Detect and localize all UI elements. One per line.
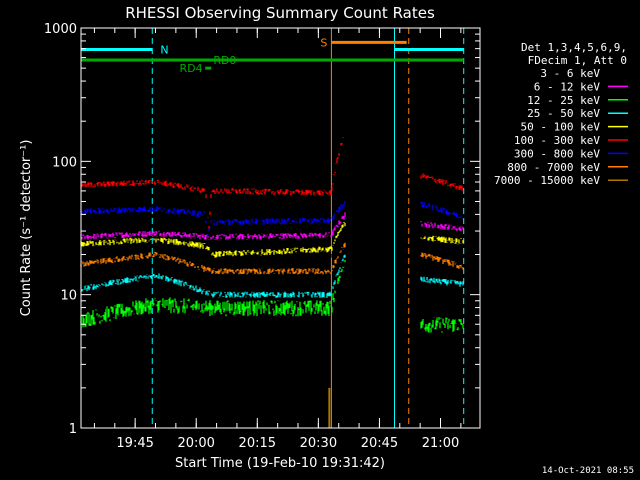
legend-header: FDecim 1, Att 0: [528, 54, 627, 67]
series-4: [80, 222, 464, 258]
x-tick-label: 20:15: [239, 436, 276, 451]
annotation-label: RD0: [213, 54, 236, 67]
series-5: [80, 137, 464, 230]
series-6: [80, 201, 464, 236]
series-1: [80, 212, 464, 241]
timestamp-footer: 14-Oct-2021 08:55: [541, 466, 634, 476]
series-segment: [420, 221, 464, 232]
series-segment: [420, 317, 464, 333]
series-segment: [80, 254, 346, 298]
series-segment: [420, 173, 464, 192]
y-tick-label: 100: [52, 155, 77, 170]
legend-label: 100 - 300 keV: [514, 134, 600, 147]
x-tick-label: 20:30: [300, 436, 337, 451]
legend: Det 1,3,4,5,6,9,FDecim 1, Att 03 - 6 keV…: [494, 41, 628, 187]
series-segment: [420, 252, 464, 270]
y-axis-label: Count Rate (s⁻¹ detector⁻¹): [19, 140, 34, 317]
series-segment: [80, 242, 346, 275]
x-axis-label: Start Time (19-Feb-10 19:31:42): [175, 456, 385, 471]
series-7: [80, 242, 464, 275]
annotation-label: N: [160, 43, 168, 56]
legend-label: 3 - 6 keV: [540, 67, 600, 80]
series-segment: [80, 212, 346, 241]
legend-header: Det 1,3,4,5,6,9,: [521, 41, 627, 54]
series-segment: [80, 201, 346, 236]
x-tick-label: 20:00: [177, 436, 214, 451]
series-segment: [420, 235, 464, 245]
legend-label: 800 - 7000 keV: [507, 161, 600, 174]
annotation-label: RD4: [180, 62, 203, 75]
plot-area: N S RD0 RD4: [80, 28, 465, 428]
series-0: [80, 226, 464, 258]
series-2: [80, 259, 464, 333]
x-tick-label: 19:45: [116, 436, 153, 451]
series-segment: [420, 276, 464, 287]
legend-label: 25 - 50 keV: [527, 107, 600, 120]
series-segment: [420, 201, 464, 220]
annotation-label: S: [320, 36, 327, 49]
y-tick-label: 10: [60, 289, 77, 304]
x-tick-label: 21:00: [422, 436, 459, 451]
legend-label: 6 - 12 keV: [534, 80, 601, 93]
axes: 1 10 100 1000 19:45 20:00 20:15 20:30 20:45 21:00: [44, 22, 481, 451]
legend-label: 300 - 800 keV: [514, 147, 600, 160]
legend-label: 12 - 25 keV: [527, 94, 600, 107]
legend-label: 50 - 100 keV: [521, 121, 601, 134]
series-segment: [420, 239, 464, 249]
y-tick-label: 1000: [44, 22, 77, 37]
y-tick-label: 1: [69, 422, 77, 437]
legend-label: 7000 - 15000 keV: [494, 174, 600, 187]
axes-frame: [80, 27, 481, 429]
series-3: [80, 254, 464, 298]
chart-title: RHESSI Observing Summary Count Rates: [125, 4, 435, 22]
x-tick-label: 20:45: [361, 436, 398, 451]
series-segment: [80, 137, 344, 230]
